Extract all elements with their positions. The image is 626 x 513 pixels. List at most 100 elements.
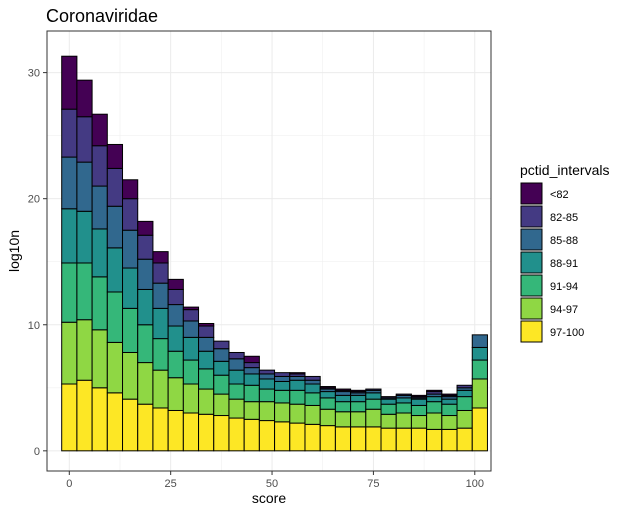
bar-segment [289,375,306,381]
bar-segment [410,404,428,417]
bar-segment [198,388,215,415]
bar-segment [304,379,321,385]
bar-segment [274,402,291,423]
bar-segment [76,262,93,321]
bar-segment [167,409,184,452]
bar-segment [122,307,139,353]
bar-segment [471,359,488,380]
legend-label: 91-94 [550,281,578,293]
bar-segment [198,368,215,390]
legend-swatch [520,251,543,274]
bar-segment [213,340,230,350]
bar-segment [182,359,200,385]
bar-segment [76,116,93,163]
bar-segment [258,378,276,390]
bar-segment [258,401,276,422]
legend-swatch [520,228,543,251]
bar-segment [289,422,306,452]
bar-segment [213,415,230,452]
bar-segment [198,325,215,338]
bar-segment [106,205,124,249]
bar-segment [198,322,215,327]
bar-segment [137,362,154,405]
plot-border [46,30,492,472]
bar-segment [182,412,200,452]
bar-segment [365,398,382,410]
bar-segment [167,377,184,411]
bar-segment [182,320,200,338]
bar-segment [228,369,245,385]
bar-segment [243,367,260,375]
bar-segment [106,291,124,343]
bar-segment [395,393,412,396]
bar-segment [152,407,169,452]
bar-segment [426,396,443,403]
bar-segment [137,234,154,260]
x-tick-label: 100 [466,478,484,490]
bar-segment [167,350,184,379]
bar-segment [426,401,443,414]
bar-segment [167,278,184,290]
bar-segment [182,309,200,322]
bar-segment [334,411,352,428]
bar-segment [471,407,488,452]
bar-segment [152,282,169,309]
bar-segment [182,336,200,361]
legend-items: <82 82-85 85-88 88-91 91-94 94-97 97-100 [520,182,584,343]
bar-segment [213,393,230,417]
bar-segment [152,369,169,409]
bar-segment [395,412,412,429]
bar-segment [380,427,397,452]
bar-segment [61,55,78,110]
x-tick-label: 50 [266,478,278,490]
bar-segment [441,393,458,396]
bar-segment [350,411,367,428]
bar-segment [228,417,245,452]
bar-segment [152,251,169,264]
bar-segment [106,143,124,169]
bar-segment [395,402,412,414]
bar-segment [380,413,397,429]
bar-segment [274,375,291,382]
bar-segment [426,428,443,452]
legend-swatch [520,274,543,297]
bar-segment [441,415,458,430]
bar-segment [410,394,428,398]
bar-segment [91,145,108,187]
y-tick-label: 0 [34,446,40,458]
bar-segment [137,403,154,452]
bar-segment [76,210,93,264]
bar-segment [456,384,473,389]
bar-segment [122,229,139,269]
bar-segment [243,418,260,452]
legend-label: 85-88 [550,235,578,247]
bar-segment [380,403,397,415]
bar-segment [76,379,93,452]
bar-segment [274,372,291,377]
bar-segment [167,288,184,306]
bar-segment [243,373,260,386]
bar-segment [441,403,458,417]
bar-segment [319,408,336,427]
bar-segment [167,325,184,352]
bar-segment [334,391,352,396]
bar-segment [61,208,78,264]
bar-segment [228,351,245,360]
bar-segment [137,220,154,236]
bar-segment [410,398,428,406]
bar-segment [198,413,215,452]
bar-segment [441,398,458,405]
bar-segment [365,388,382,391]
x-axis-label: score [252,490,286,506]
bar-segment [395,397,412,404]
bar-segment [350,401,367,413]
legend: pctid_intervals <82 82-85 85-88 88-91 91-94 9… [520,162,610,343]
bar-segment [274,389,291,404]
bar-segment [198,350,215,370]
bar-segment [289,403,306,424]
bar-segment [106,247,124,293]
legend-swatch [520,320,543,343]
bar-segment [365,426,382,452]
bar-segment [304,404,321,425]
